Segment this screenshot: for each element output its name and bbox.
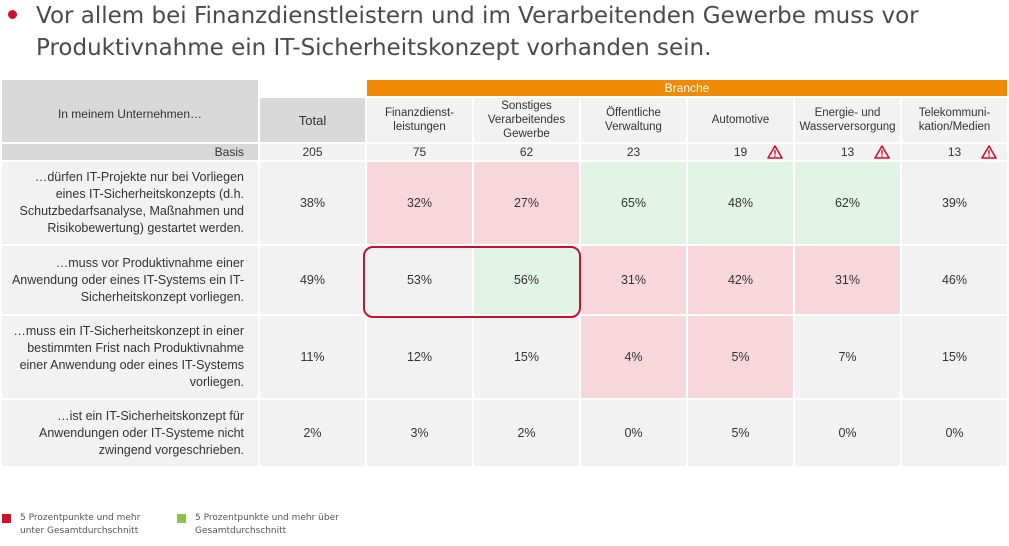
legend-text: 5 Prozentpunkte und mehr unter Gesamtdur… <box>20 513 141 536</box>
basis-label: Basis <box>2 144 260 162</box>
value-cell: 0% <box>902 400 1009 468</box>
total-value: 49% <box>260 246 367 316</box>
legend-swatch-red <box>2 514 11 523</box>
value-cell: 27% <box>474 162 581 246</box>
value-cell: 39% <box>902 162 1009 246</box>
basis-value-text: 23 <box>626 145 641 159</box>
basis-value: 23 <box>581 144 688 162</box>
table-row: …ist ein IT-Sicherheitskonzept für Anwen… <box>2 400 1009 468</box>
basis-value: 13 <box>902 144 1009 162</box>
value-cell: 42% <box>688 246 795 316</box>
table-row: …dürfen IT-Projekte nur bei Vorliegen ei… <box>2 162 1009 246</box>
highlight-frame <box>363 246 581 318</box>
basis-total: 205 <box>260 144 367 162</box>
value-cell: 0% <box>795 400 902 468</box>
basis-value: 62 <box>474 144 581 162</box>
value-cell: 65% <box>581 162 688 246</box>
row-label: …ist ein IT-Sicherheitskonzept für Anwen… <box>2 400 260 468</box>
basis-row: Basis 205 75 62 23 19 13 13 <box>2 144 1009 162</box>
basis-value-text: 75 <box>412 145 427 159</box>
value-cell: 15% <box>902 316 1009 400</box>
column-header: Energie- und Wasserversorgung <box>795 98 902 144</box>
value-cell: 3% <box>367 400 474 468</box>
column-header: Finanzdienst- leistungen <box>367 98 474 144</box>
value-cell: 15% <box>474 316 581 400</box>
value-cell: 48% <box>688 162 795 246</box>
headline-text: Vor allem bei Finanzdienstleistern und i… <box>36 3 919 61</box>
table-row: …muss vor Produktivnahme einer Anwendung… <box>2 246 1009 316</box>
total-value: 38% <box>260 162 367 246</box>
basis-value-text: 13 <box>840 145 855 159</box>
legend-text: 5 Prozentpunkte und mehr über Gesamtdurc… <box>195 513 339 536</box>
value-cell: 53% <box>367 246 474 316</box>
column-header: Automotive <box>688 98 795 144</box>
row-label: …muss ein IT-Sicherheitskonzept in einer… <box>2 316 260 400</box>
value-cell: 31% <box>795 246 902 316</box>
bullet-dot-icon <box>8 10 17 19</box>
value-cell: 12% <box>367 316 474 400</box>
value-cell: 2% <box>474 400 581 468</box>
total-value: 2% <box>260 400 367 468</box>
value-cell: 5% <box>688 400 795 468</box>
value-cell: 32% <box>367 162 474 246</box>
value-cell: 31% <box>581 246 688 316</box>
legend-swatch-green <box>177 514 186 523</box>
row-label: …muss vor Produktivnahme einer Anwendung… <box>2 246 260 316</box>
basis-value-text: 19 <box>733 145 748 159</box>
value-cell: 62% <box>795 162 902 246</box>
row-header: In meinem Unternehmen… <box>2 80 260 144</box>
basis-value-text: 13 <box>947 145 962 159</box>
row-header-label: In meinem Unternehmen… <box>57 107 203 121</box>
total-header: Total <box>260 98 367 144</box>
column-header: Sonstiges Verarbeitendes Gewerbe <box>474 98 581 144</box>
value-cell: 4% <box>581 316 688 400</box>
column-header: Öffentliche Verwaltung <box>581 98 688 144</box>
basis-value: 13 <box>795 144 902 162</box>
value-cell: 0% <box>581 400 688 468</box>
basis-value-text: 62 <box>519 145 534 159</box>
basis-value: 19 <box>688 144 795 162</box>
warning-triangle-icon <box>981 145 997 159</box>
total-value: 11% <box>260 316 367 400</box>
value-cell: 46% <box>902 246 1009 316</box>
warning-triangle-icon <box>767 145 783 159</box>
row-label: …dürfen IT-Projekte nur bei Vorliegen ei… <box>2 162 260 246</box>
blank-cell <box>260 80 367 98</box>
value-cell: 5% <box>688 316 795 400</box>
warning-triangle-icon <box>874 145 890 159</box>
value-cell: 7% <box>795 316 902 400</box>
branche-group-header: Branche <box>367 80 1009 98</box>
table-row: …muss ein IT-Sicherheitskonzept in einer… <box>2 316 1009 400</box>
basis-value: 75 <box>367 144 474 162</box>
column-header: Telekommuni- kation/Medien <box>902 98 1009 144</box>
results-table: In meinem Unternehmen… Branche Total Fin… <box>2 80 1009 468</box>
